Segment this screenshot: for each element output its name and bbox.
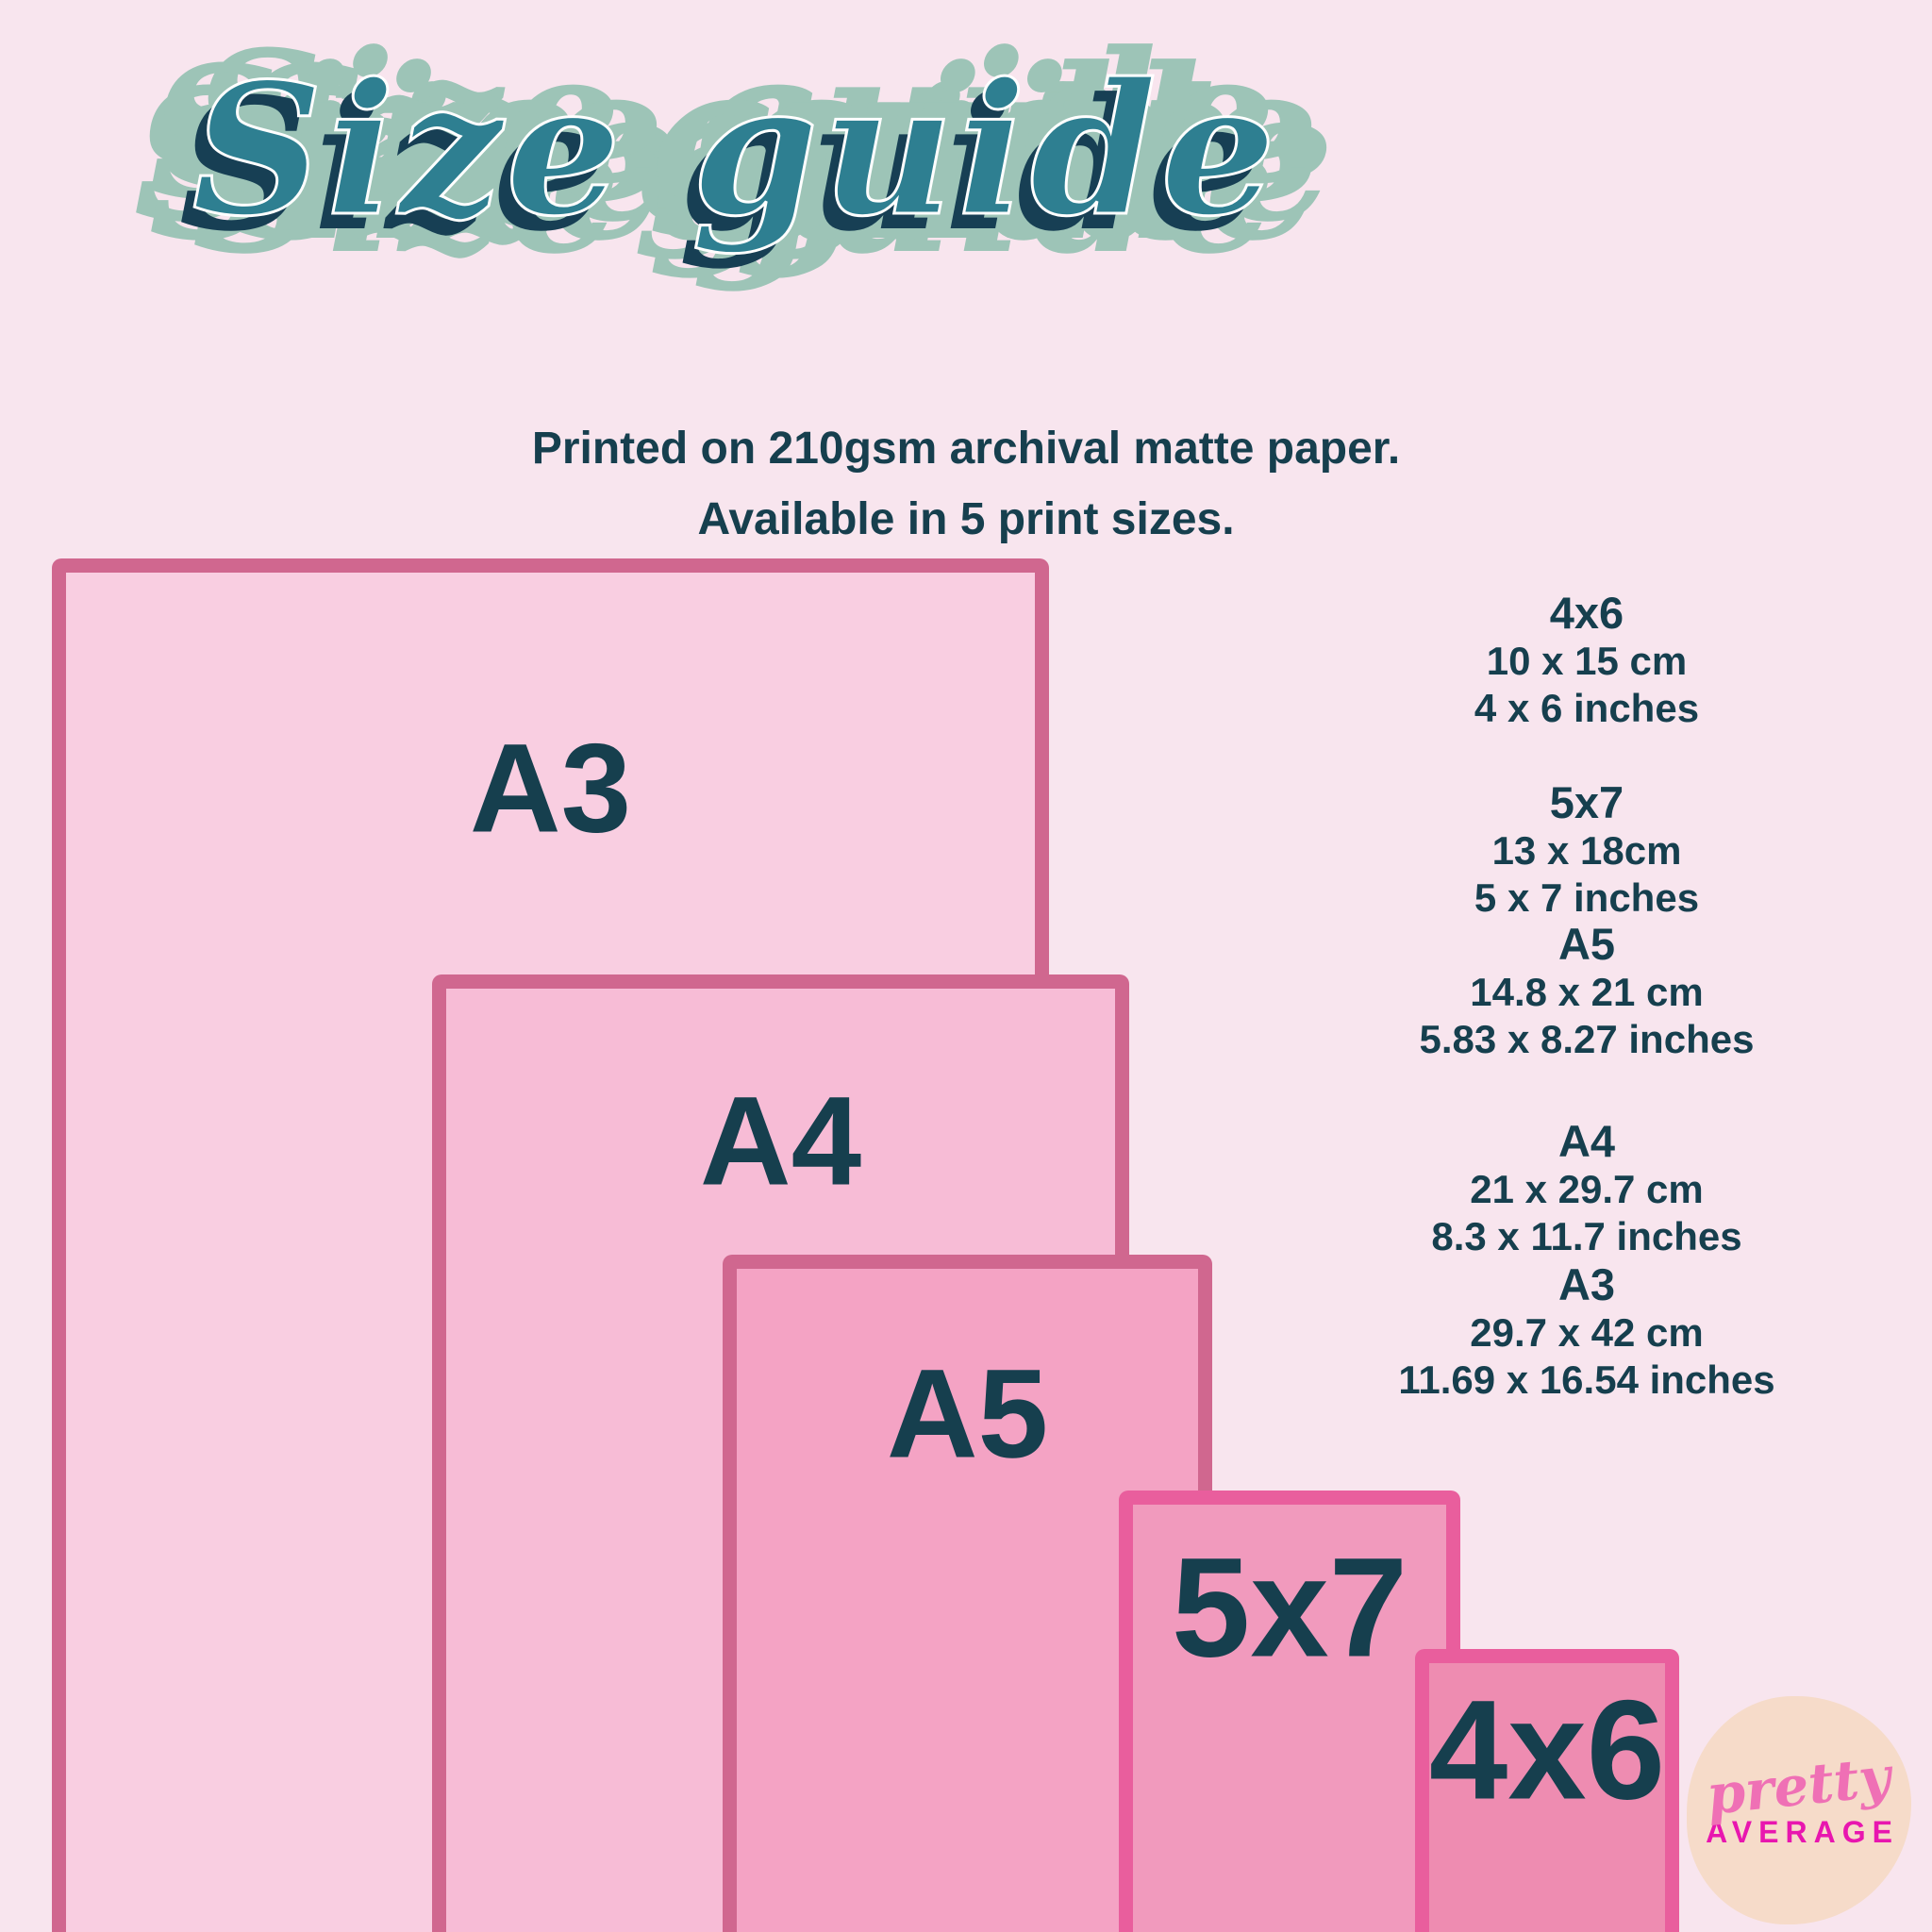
brand-logo-badge: pretty AVERAGE	[1687, 1696, 1911, 1924]
subtitle-line-1: Printed on 210gsm archival matte paper.	[531, 424, 1401, 474]
size-spec-inches: 5 x 7 inches	[1474, 875, 1700, 920]
size-spec-cm: 13 x 18cm	[1491, 828, 1682, 873]
brand-logo-script-text: pretty	[1704, 1743, 1894, 1827]
paper-label-5x7: 5x7	[1171, 1527, 1408, 1687]
size-spec-4x6: 4x6 10 x 15 cm 4 x 6 inches	[1179, 589, 1932, 732]
size-spec-cm: 14.8 x 21 cm	[1470, 970, 1704, 1014]
size-spec-name: A4	[1557, 1116, 1616, 1166]
paper-label-a4: A4	[699, 1071, 862, 1212]
size-spec-name: A5	[1557, 919, 1616, 969]
size-spec-cm: 21 x 29.7 cm	[1470, 1167, 1704, 1211]
subtitle-line-2: Available in 5 print sizes.	[697, 494, 1235, 544]
size-spec-inches: 11.69 x 16.54 inches	[1398, 1357, 1775, 1402]
size-spec-a3: A3 29.7 x 42 cm 11.69 x 16.54 inches	[1179, 1260, 1932, 1404]
size-spec-cm: 10 x 15 cm	[1486, 639, 1688, 683]
paper-label-a3: A3	[469, 718, 632, 859]
size-spec-cm: 29.7 x 42 cm	[1470, 1310, 1704, 1355]
size-spec-name: 5x7	[1549, 777, 1624, 827]
page-title: Size guide	[191, 43, 1280, 258]
size-spec-5x7: 5x7 13 x 18cm 5 x 7 inches	[1179, 778, 1932, 922]
paper-rect-4x6: 4x6	[1415, 1649, 1679, 1932]
subtitle: Printed on 210gsm archival matte paper. …	[0, 413, 1932, 555]
size-spec-a4: A4 21 x 29.7 cm 8.3 x 11.7 inches	[1179, 1117, 1932, 1260]
paper-label-4x6: 4x6	[1428, 1670, 1666, 1829]
size-spec-name: 4x6	[1549, 588, 1624, 638]
size-spec-a5: A5 14.8 x 21 cm 5.83 x 8.27 inches	[1179, 920, 1932, 1063]
size-spec-inches: 5.83 x 8.27 inches	[1419, 1017, 1755, 1061]
size-spec-inches: 8.3 x 11.7 inches	[1431, 1214, 1742, 1258]
size-spec-inches: 4 x 6 inches	[1474, 686, 1700, 730]
size-spec-list: 4x6 10 x 15 cm 4 x 6 inches 5x7 13 x 18c…	[1179, 0, 1932, 1932]
paper-label-a5: A5	[886, 1343, 1049, 1485]
brand-logo-caps-text: AVERAGE	[1706, 1814, 1899, 1849]
size-spec-name: A3	[1557, 1259, 1616, 1309]
